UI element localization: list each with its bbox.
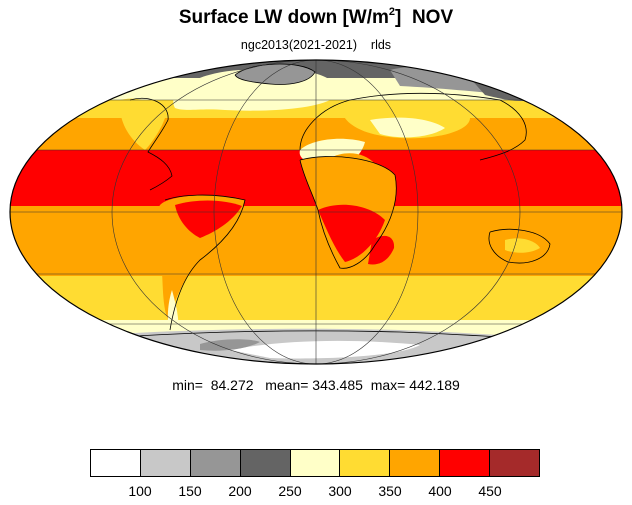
colorbar-segment xyxy=(340,450,391,476)
world-map xyxy=(9,59,623,365)
title-close: ] xyxy=(395,7,402,28)
statistics-line: min= 84.272 mean= 343.485 max= 442.189 xyxy=(0,377,632,393)
colorbar-segment xyxy=(240,450,291,476)
colorbar-tick-label: 400 xyxy=(428,483,452,499)
colorbar-segment xyxy=(490,450,540,476)
colorbar-tick-label: 100 xyxy=(128,483,152,499)
map-title: Surface LW down [W/m2] NOV xyxy=(0,6,632,29)
stat-min: min= 84.272 xyxy=(172,377,254,393)
colorbar-tick-label: 150 xyxy=(178,483,202,499)
colorbar-segment xyxy=(290,450,341,476)
stat-max: max= 442.189 xyxy=(370,377,460,393)
subtitle-source: ngc2013(2021-2021) xyxy=(240,38,357,52)
colorbar-tick-label: 250 xyxy=(278,483,302,499)
stat-mean: mean= 343.485 xyxy=(265,377,363,393)
subtitle-variable: rlds xyxy=(370,38,392,52)
title-exponent: 2 xyxy=(388,6,396,18)
colorbar-segment xyxy=(91,450,141,476)
colorbar-tick-label: 350 xyxy=(378,483,402,499)
title-month: NOV xyxy=(411,7,454,28)
map-subtitle: ngc2013(2021-2021) rlds xyxy=(0,38,632,52)
colorbar-tick-label: 200 xyxy=(228,483,252,499)
colorbar-segment xyxy=(140,450,191,476)
colorbar-segment xyxy=(440,450,491,476)
colorbar xyxy=(90,449,540,477)
title-text: Surface LW down [W/m xyxy=(178,7,389,28)
colorbar-segment xyxy=(190,450,241,476)
colorbar-segment xyxy=(390,450,441,476)
graticule xyxy=(10,60,622,364)
colorbar-tick-label: 450 xyxy=(478,483,502,499)
map-border xyxy=(9,59,623,365)
colorbar-tick-label: 300 xyxy=(328,483,352,499)
